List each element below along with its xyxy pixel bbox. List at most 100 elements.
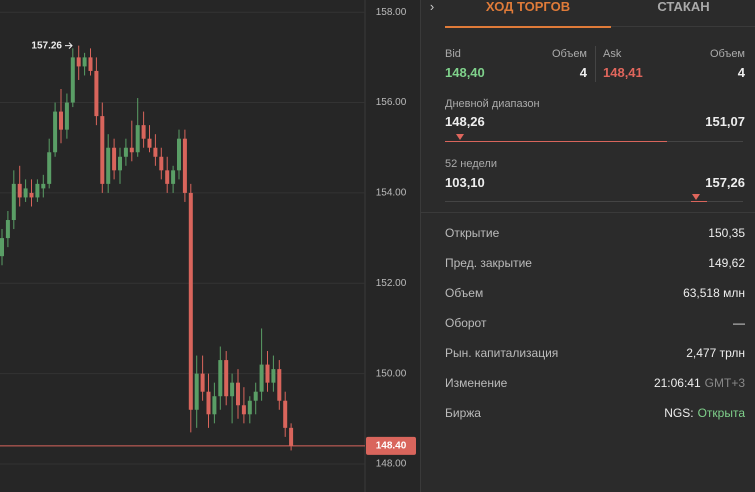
candle-body <box>23 188 28 198</box>
y-tick-label: 148.00 <box>376 459 407 470</box>
stats-value: 2,477 трлн <box>686 346 745 360</box>
ask-volume: 4 <box>737 65 745 80</box>
candle-body <box>153 147 158 157</box>
candle-body <box>129 147 134 153</box>
candle-body <box>200 373 205 392</box>
stats-value: — <box>733 316 745 330</box>
week52-high: 157,26 <box>705 175 745 190</box>
candle-body <box>159 156 164 171</box>
candle-body <box>64 102 69 130</box>
info-panel: › ХОД ТОРГОВ СТАКАН Bid Объем 148,40 4 A… <box>420 0 755 492</box>
value-text: 63,518 млн <box>683 286 745 300</box>
chart-bg <box>0 0 420 492</box>
bid-volume-label: Объем <box>551 48 587 60</box>
day-range-low: 148,26 <box>445 114 485 129</box>
collapse-arrow[interactable]: › <box>429 0 435 14</box>
stats-value: 21:06:41 GMT+3 <box>654 376 745 390</box>
range-marker <box>456 134 464 140</box>
stats-value: 63,518 млн <box>683 286 745 300</box>
value-text: — <box>733 316 745 330</box>
candle-body <box>41 183 46 189</box>
candle-body <box>277 369 282 401</box>
candle-body <box>59 111 63 130</box>
candle-body <box>247 400 252 415</box>
candle-body <box>283 400 288 428</box>
stats-value: NGS: Открыта <box>664 406 745 420</box>
candle-body <box>82 57 87 67</box>
value-text: 149,62 <box>708 256 745 270</box>
candle-body <box>259 364 264 392</box>
range-fill <box>691 201 707 202</box>
ask-value: 148,41 <box>603 65 643 80</box>
day-range-label: Дневной диапазон <box>445 98 540 110</box>
candle-body <box>230 382 235 397</box>
range-marker <box>692 194 700 200</box>
stats-label: Биржа <box>445 406 481 420</box>
stats-row: Рын. капитализация 2,477 трлн <box>445 344 745 364</box>
divider <box>595 46 596 82</box>
candle-body <box>35 183 40 198</box>
candle-body <box>182 138 187 193</box>
candle-body <box>177 138 181 171</box>
candle-body <box>88 57 93 71</box>
y-tick-label: 156.00 <box>376 97 407 108</box>
value-text: 21:06:41 <box>653 376 701 390</box>
high-marker-label: 157.26 <box>31 40 62 51</box>
value-suffix: GMT+3 <box>704 376 745 390</box>
candle-body <box>118 156 122 171</box>
candle-body <box>76 57 81 67</box>
candle-body <box>253 391 258 401</box>
candle-body <box>47 152 52 184</box>
stats-row: Объем 63,518 млн <box>445 284 745 304</box>
range-track <box>445 201 743 202</box>
tab[interactable]: СТАКАН <box>611 0 755 27</box>
last-price-label: 148.40 <box>376 441 407 452</box>
stats-value: 149,62 <box>708 256 745 270</box>
candle-body <box>236 382 240 406</box>
value-text: 150,35 <box>708 226 745 240</box>
bid-value: 148,40 <box>445 65 485 80</box>
value-text: NGS: <box>664 406 694 420</box>
candle-body <box>94 70 99 117</box>
candle-body <box>206 391 211 415</box>
candle-body <box>141 125 146 139</box>
candle-body <box>112 147 117 171</box>
candle-body <box>271 369 276 383</box>
stats-label: Изменение <box>445 376 508 390</box>
range-fill <box>445 141 667 142</box>
candle-body <box>29 192 34 198</box>
divider <box>421 212 755 213</box>
day-range-high: 151,07 <box>705 114 745 129</box>
stats-value: 150,35 <box>708 226 745 240</box>
bid-label: Bid <box>445 48 461 60</box>
ask-volume-label: Объем <box>709 48 745 60</box>
stats-label: Рын. капитализация <box>445 346 559 360</box>
y-tick-label: 154.00 <box>376 188 407 199</box>
stats-row: Открытие 150,35 <box>445 224 745 244</box>
week52-low: 103,10 <box>445 175 485 190</box>
stats-row: Пред. закрытие 149,62 <box>445 254 745 274</box>
candle-body <box>289 427 294 446</box>
candle-body <box>165 170 170 184</box>
candle-body <box>0 238 4 257</box>
candle-body <box>218 360 223 397</box>
stats-label: Объем <box>445 286 484 300</box>
value-text: 2,477 трлн <box>686 346 745 360</box>
stats-label: Пред. закрытие <box>445 256 532 270</box>
y-tick-label: 152.00 <box>376 278 407 289</box>
candle-body <box>265 364 270 383</box>
price-chart: 148.00 150.00 152.00 154.00 156.00 158.00 148.… <box>0 0 420 492</box>
candle-body <box>147 138 152 148</box>
candle-body <box>53 111 58 153</box>
last-price-box <box>366 436 416 455</box>
candle-body <box>194 373 199 410</box>
stats-row: Биржа NGS: Открыта <box>445 404 745 424</box>
y-tick-label: 150.00 <box>376 368 407 379</box>
stats-label: Открытие <box>445 226 500 240</box>
candle-body <box>212 396 217 415</box>
tab-active[interactable]: ХОД ТОРГОВ <box>445 0 611 28</box>
week52-label: 52 недели <box>445 158 497 170</box>
candle-body <box>135 125 140 153</box>
candle-body <box>17 183 22 198</box>
